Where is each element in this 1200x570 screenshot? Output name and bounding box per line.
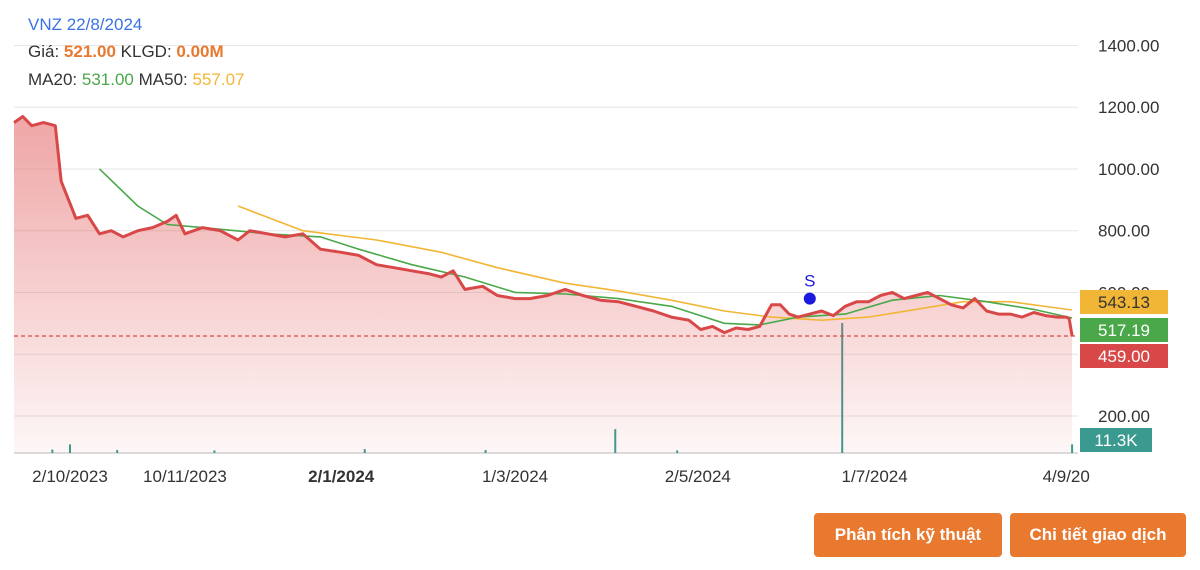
volume-label: KLGD: <box>120 42 172 61</box>
signal-dot <box>803 292 816 305</box>
technical-analysis-button[interactable]: Phân tích kỹ thuật <box>814 513 1002 557</box>
x-tick-label: 2/5/2024 <box>665 467 731 486</box>
ma50-line <box>237 205 1073 322</box>
ma20-value: 531.00 <box>81 70 134 89</box>
price-chart[interactable]: 200.00600.00800.001000.001200.001400.00 … <box>0 0 1200 500</box>
signal-label: S <box>804 272 815 291</box>
x-tick-label: 4/9/20 <box>1043 467 1090 486</box>
volume-bar <box>1071 444 1074 453</box>
value-tag-label: 517.19 <box>1098 321 1150 340</box>
x-tick-label: 2/10/2023 <box>32 467 108 486</box>
signal-marker[interactable]: S <box>803 272 816 305</box>
value-tag-box <box>1080 290 1168 314</box>
price-line <box>13 115 1074 337</box>
x-tick-label: 1/7/2024 <box>842 467 908 486</box>
price-label: Giá: <box>28 42 60 61</box>
y-tick-label: 1400.00 <box>1098 36 1159 55</box>
price-info-row: Giá: 521.00 KLGD: 0.00M <box>28 42 224 62</box>
volume-tag-label: 11.3K <box>1094 431 1138 450</box>
x-tick-label: 1/3/2024 <box>482 467 548 486</box>
y-tick-label: 1200.00 <box>1098 98 1159 117</box>
ma20-line <box>98 168 1073 326</box>
price-area-fill <box>14 116 1073 453</box>
y-tick-label: 1000.00 <box>1098 160 1159 179</box>
y-tick-label: 200.00 <box>1098 407 1150 426</box>
ma-info-row: MA20: 531.00 MA50: 557.07 <box>28 70 244 90</box>
value-tag-box <box>1080 318 1168 342</box>
value-labels: 543.13 517.19 459.00 11.3K <box>1080 290 1168 452</box>
x-axis-labels: 2/10/2023 10/11/2023 2/1/2024 1/3/2024 2/5/2… <box>32 467 1090 486</box>
volume-value: 0.00M <box>176 42 224 61</box>
y-tick-label: 800.00 <box>1098 222 1150 241</box>
x-tick-label: 2/1/2024 <box>308 467 375 486</box>
x-tick-label: 10/11/2023 <box>143 467 227 486</box>
chart-title-row: VNZ 22/8/2024 <box>28 15 142 35</box>
ma50-label: MA50: <box>138 70 188 89</box>
value-tag-label: 459.00 <box>1098 347 1150 366</box>
transaction-details-button[interactable]: Chi tiết giao dịch <box>1010 513 1186 557</box>
value-tag-box <box>1080 344 1168 368</box>
ma20-label: MA20: <box>28 70 78 89</box>
chart-title: VNZ 22/8/2024 <box>28 15 143 34</box>
price-value: 521.00 <box>63 42 116 61</box>
ma50-value: 557.07 <box>192 70 245 89</box>
volume-tag-box <box>1080 428 1152 452</box>
value-tag-label: 543.13 <box>1098 293 1150 312</box>
